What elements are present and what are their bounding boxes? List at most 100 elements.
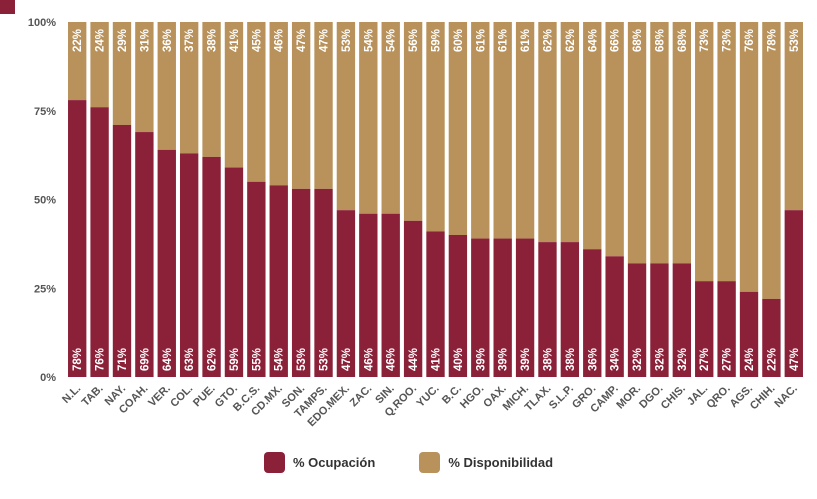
bars-group: 22% 78% 24% 76% 29% 71% 31% 69% 36% 64% 37% 63% 38% 6… (68, 22, 803, 377)
bar-ocupacion (515, 238, 535, 377)
data-label-disponibilidad: 54% (386, 29, 398, 52)
data-label-ocupacion: 38% (542, 348, 554, 371)
x-tick-label: N.L. (60, 383, 83, 406)
x-tick-label: QRO. (704, 383, 732, 411)
bar-disponibilidad (784, 22, 803, 211)
y-tick-label: 100% (28, 17, 56, 29)
bar-disponibilidad (739, 22, 759, 292)
data-label-disponibilidad: 47% (319, 29, 331, 52)
x-tick-label: VER. (146, 383, 173, 410)
bar-disponibilidad (314, 22, 333, 189)
bar-disponibilidad (202, 22, 221, 157)
legend-item-disponibilidad: % Disponibilidad (419, 452, 553, 473)
data-label-disponibilidad: 73% (699, 29, 711, 52)
bar-ocupacion (314, 188, 333, 377)
data-label-disponibilidad: 46% (274, 29, 286, 52)
legend-swatch-ocupacion (263, 452, 285, 473)
data-label-disponibilidad: 59% (431, 29, 443, 52)
bar-disponibilidad (605, 22, 624, 257)
bar-ocupacion (336, 210, 356, 377)
bar-ocupacion (493, 238, 512, 377)
data-label-disponibilidad: 31% (139, 29, 151, 52)
bar-disponibilidad (157, 22, 176, 150)
bar-disponibilidad (403, 22, 423, 221)
data-label-ocupacion: 32% (632, 348, 644, 371)
x-tick-label: TAB. (80, 383, 106, 409)
bar-disponibilidad (224, 22, 244, 168)
bar-disponibilidad (336, 22, 356, 211)
data-label-disponibilidad: 60% (453, 29, 465, 52)
bar-disponibilidad (448, 22, 468, 235)
bar-ocupacion (426, 231, 445, 377)
bar-ocupacion (739, 291, 759, 377)
data-label-ocupacion: 46% (386, 348, 398, 371)
x-tick-label: MOR. (614, 383, 643, 412)
x-tick-label: CHIH. (748, 383, 778, 413)
bar-ocupacion (135, 132, 154, 377)
data-label-disponibilidad: 62% (542, 29, 554, 52)
bar-disponibilidad (695, 22, 714, 282)
data-label-ocupacion: 41% (431, 348, 443, 371)
data-label-ocupacion: 27% (722, 348, 734, 371)
bar-disponibilidad (359, 22, 378, 214)
data-label-ocupacion: 39% (475, 348, 487, 371)
data-label-disponibilidad: 29% (117, 29, 129, 52)
x-tick-label: NAC. (772, 383, 799, 410)
data-label-disponibilidad: 61% (498, 29, 510, 52)
bar-ocupacion (269, 185, 288, 377)
bar-ocupacion (605, 256, 624, 377)
bar-ocupacion (650, 263, 669, 377)
bar-disponibilidad (627, 22, 647, 264)
x-tick-label: ZAC. (348, 383, 375, 410)
bar-ocupacion (224, 167, 244, 377)
bar-disponibilidad (717, 22, 736, 282)
data-label-disponibilidad: 62% (565, 29, 577, 52)
bar-ocupacion (381, 213, 400, 377)
bar-ocupacion (762, 298, 781, 377)
data-label-disponibilidad: 64% (587, 29, 599, 52)
data-label-ocupacion: 27% (699, 348, 711, 371)
bar-ocupacion (90, 107, 109, 377)
bar-disponibilidad (471, 22, 490, 239)
bar-ocupacion (560, 242, 580, 377)
bar-disponibilidad (762, 22, 781, 299)
bar-ocupacion (291, 188, 311, 377)
data-label-ocupacion: 55% (251, 348, 263, 371)
data-label-disponibilidad: 38% (207, 29, 219, 52)
data-label-ocupacion: 64% (162, 348, 174, 371)
legend-swatch-disponibilidad (419, 452, 441, 473)
bar-disponibilidad (650, 22, 669, 264)
bar-ocupacion (471, 238, 490, 377)
bar-disponibilidad (560, 22, 580, 243)
data-label-ocupacion: 46% (363, 348, 375, 371)
data-label-disponibilidad: 56% (408, 29, 420, 52)
data-label-ocupacion: 76% (95, 348, 107, 371)
x-tick-label: COL. (168, 383, 195, 410)
y-axis: 0% 25% 50% 75% 100% (28, 17, 56, 384)
data-label-disponibilidad: 36% (162, 29, 174, 52)
data-label-ocupacion: 39% (498, 348, 510, 371)
data-label-ocupacion: 71% (117, 348, 129, 371)
x-tick-label: HGO. (458, 383, 486, 411)
data-label-disponibilidad: 76% (744, 29, 756, 52)
data-label-disponibilidad: 61% (520, 29, 532, 52)
bar-ocupacion (695, 281, 714, 377)
x-tick-label: PUE. (191, 383, 218, 410)
x-axis: N.L.TAB.NAY.COAH.VER.COL.PUE.GTO.B.C.S.C… (60, 383, 800, 430)
bar-ocupacion (583, 249, 602, 377)
data-label-ocupacion: 47% (341, 348, 353, 371)
data-label-disponibilidad: 68% (654, 29, 666, 52)
x-tick-label: YUC. (415, 383, 442, 410)
data-label-ocupacion: 78% (72, 348, 84, 371)
bar-disponibilidad (269, 22, 288, 186)
data-label-disponibilidad: 61% (475, 29, 487, 52)
bar-ocupacion (448, 235, 468, 377)
data-label-ocupacion: 47% (789, 348, 801, 371)
bar-disponibilidad (90, 22, 109, 108)
data-label-disponibilidad: 41% (229, 29, 241, 52)
data-label-disponibilidad: 68% (632, 29, 644, 52)
bar-ocupacion (403, 220, 423, 377)
bar-ocupacion (112, 124, 132, 377)
data-label-ocupacion: 32% (677, 348, 689, 371)
